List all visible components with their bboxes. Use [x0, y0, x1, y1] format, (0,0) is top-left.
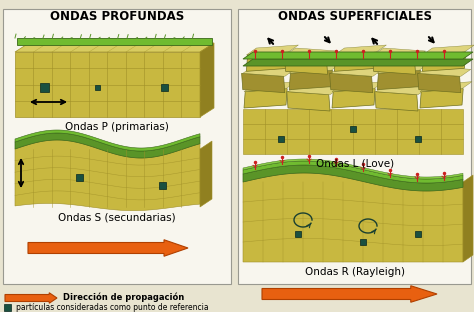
FancyArrow shape: [5, 293, 57, 303]
Bar: [278, 136, 284, 142]
Polygon shape: [15, 52, 200, 117]
Polygon shape: [420, 82, 472, 92]
Polygon shape: [463, 175, 473, 262]
Polygon shape: [243, 173, 463, 262]
Text: Dirección de propagación: Dirección de propagación: [63, 292, 184, 302]
Bar: [95, 85, 100, 90]
Polygon shape: [331, 66, 383, 76]
Polygon shape: [419, 66, 471, 76]
Polygon shape: [15, 43, 214, 52]
Polygon shape: [377, 70, 420, 90]
Polygon shape: [284, 55, 328, 74]
Polygon shape: [289, 63, 341, 73]
Polygon shape: [287, 92, 330, 111]
Polygon shape: [286, 48, 337, 58]
Polygon shape: [243, 66, 295, 76]
Text: Ondas L (Love): Ondas L (Love): [316, 159, 394, 169]
Polygon shape: [334, 52, 378, 71]
Polygon shape: [15, 140, 200, 211]
Text: ONDAS PROFUNDAS: ONDAS PROFUNDAS: [50, 9, 184, 22]
Polygon shape: [288, 85, 340, 95]
Bar: [3, 9, 231, 284]
Text: Ondas S (secundarias): Ondas S (secundarias): [58, 213, 176, 223]
Polygon shape: [243, 159, 463, 179]
Bar: [4, 304, 11, 310]
Polygon shape: [200, 43, 214, 117]
Polygon shape: [334, 45, 386, 55]
Bar: [415, 231, 421, 237]
Polygon shape: [376, 85, 428, 95]
Polygon shape: [17, 38, 212, 45]
Bar: [40, 82, 49, 91]
Polygon shape: [15, 133, 200, 158]
Polygon shape: [243, 165, 463, 191]
Polygon shape: [244, 82, 296, 92]
Polygon shape: [246, 52, 290, 71]
Polygon shape: [422, 52, 465, 71]
Polygon shape: [246, 45, 299, 55]
Text: Ondas R (Rayleigh): Ondas R (Rayleigh): [305, 267, 405, 277]
Polygon shape: [244, 89, 287, 108]
Polygon shape: [242, 73, 285, 93]
Polygon shape: [243, 59, 473, 66]
Polygon shape: [289, 70, 332, 90]
Bar: [76, 173, 83, 181]
Bar: [159, 182, 166, 188]
Bar: [238, 9, 471, 284]
Text: Ondas P (primarias): Ondas P (primarias): [65, 122, 169, 132]
Polygon shape: [243, 161, 463, 183]
Text: ONDAS SUPERFICIALES: ONDAS SUPERFICIALES: [278, 9, 432, 22]
Polygon shape: [420, 89, 463, 108]
Polygon shape: [418, 73, 461, 93]
Polygon shape: [200, 141, 212, 207]
Bar: [162, 84, 168, 90]
Polygon shape: [373, 55, 416, 74]
Polygon shape: [422, 45, 474, 55]
Bar: [350, 126, 356, 132]
Polygon shape: [243, 52, 473, 59]
Bar: [360, 239, 366, 245]
Polygon shape: [15, 130, 200, 151]
Polygon shape: [332, 82, 384, 92]
Polygon shape: [329, 73, 373, 93]
FancyArrow shape: [262, 286, 437, 302]
Bar: [295, 231, 301, 237]
Text: partículas consideradas como punto de referencia: partículas consideradas como punto de re…: [16, 303, 209, 311]
FancyArrow shape: [28, 240, 188, 256]
Bar: [243, 109, 463, 154]
Polygon shape: [374, 48, 426, 58]
Polygon shape: [332, 89, 375, 108]
Polygon shape: [375, 92, 418, 111]
Polygon shape: [377, 63, 429, 73]
Bar: [415, 136, 421, 142]
